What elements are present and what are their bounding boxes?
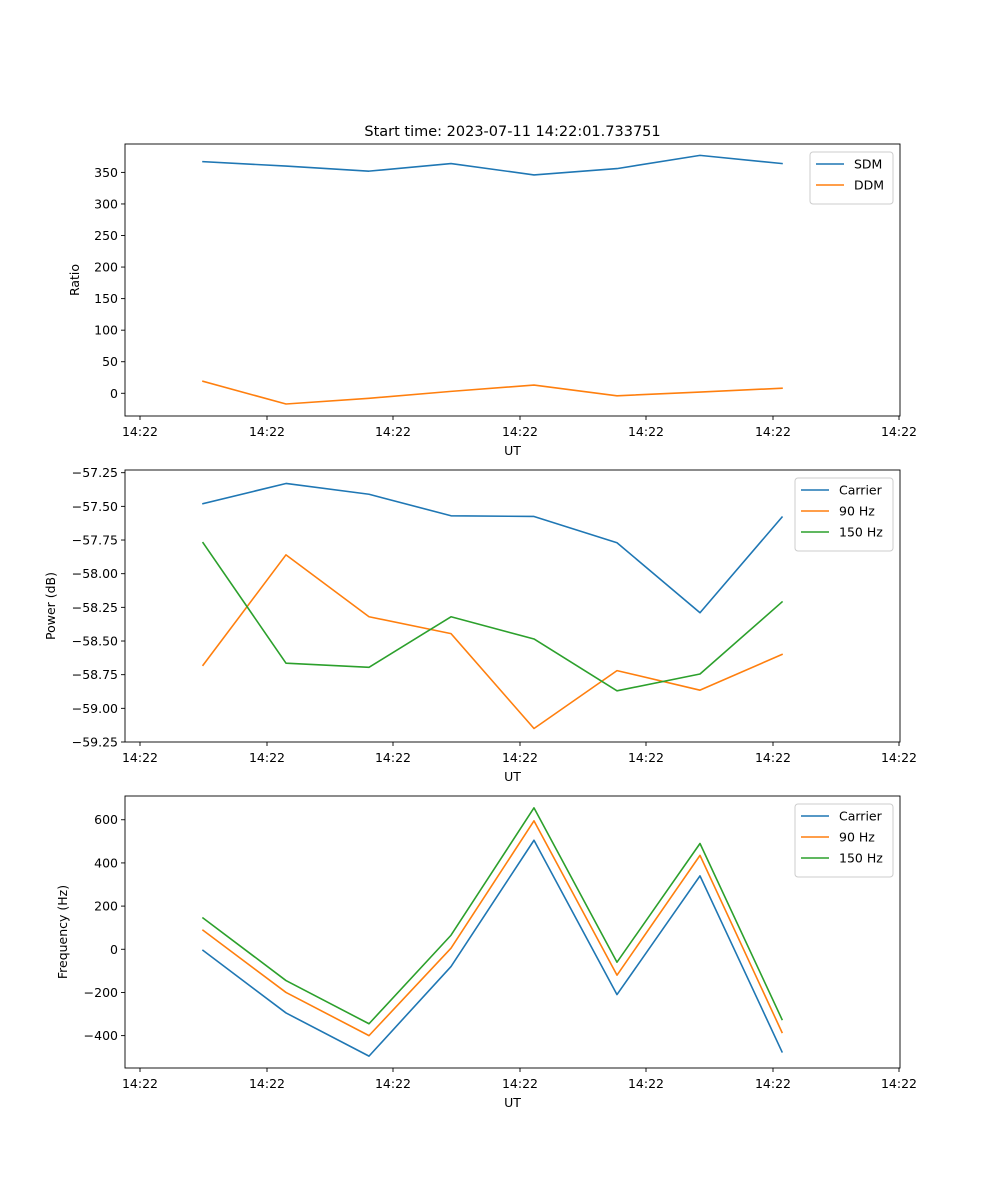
x-tick-label: 14:22 [375,750,411,765]
x-axis-label: UT [504,769,521,784]
axes-frame [124,795,901,1069]
legend-label-carrier: Carrier [839,809,883,824]
x-tick-label: 14:22 [881,750,917,765]
y-tick-label: 200 [94,899,118,914]
y-tick-label: −58.75 [72,667,118,682]
x-tick-label: 14:22 [249,1076,285,1091]
y-tick-label: 300 [94,196,118,211]
x-tick-label: 14:22 [881,1076,917,1091]
y-tick-label: 600 [94,812,118,827]
y-tick-label: 0 [110,386,118,401]
x-tick-label: 14:22 [628,424,664,439]
legend-label-ddm: DDM [854,178,884,193]
x-tick-label: 14:22 [628,750,664,765]
series-line-carrier [201,839,784,1057]
chart-panel-1: 0 50 100 150 200 250 300 350 14:22 14:22 14:22 14:2… [67,143,917,458]
x-tick-label: 14:22 [502,1076,538,1091]
y-tick-label: 150 [94,291,118,306]
x-tick-label: 14:22 [249,424,285,439]
y-tick-label: −58.25 [72,600,118,615]
x-tick-label: 14:22 [881,424,917,439]
legend-label-90-hz: 90 Hz [839,504,875,519]
y-tick-label: −200 [84,985,118,1000]
y-axis-label: Power (dB) [43,572,58,640]
y-tick-label: −400 [84,1028,118,1043]
y-tick-label: −57.50 [72,499,118,514]
chart-panel-3: −400 −200 0 200 400 600 14:22 14:22 14:22 14:22 14… [55,795,917,1110]
legend: SDM DDM [809,151,894,205]
x-tick-label: 14:22 [755,1076,791,1091]
series-line-150-hz [201,807,784,1025]
axes-frame [124,143,901,417]
y-tick-label: 200 [94,260,118,275]
legend-label-carrier: Carrier [839,483,883,498]
series-line-carrier [202,482,784,614]
y-tick-label: 0 [110,942,118,957]
x-tick-label: 14:22 [755,424,791,439]
y-tick-label: 250 [94,228,118,243]
series-line-ddm [202,380,783,405]
legend-label-150-hz: 150 Hz [839,851,883,866]
y-tick-label: 100 [94,323,118,338]
axes-frame [124,469,901,743]
y-tick-label: −57.25 [72,465,118,480]
figure-title: Start time: 2023-07-11 14:22:01.733751 [364,124,660,140]
y-tick-label: −57.75 [72,533,118,548]
series-line-90-hz [201,554,784,730]
y-tick-label: 50 [102,354,118,369]
x-axis-label: UT [504,1095,521,1110]
chart-panel-2: −59.25 −59.00 −58.75 −58.50 −58.25 −58.00 −57.… [43,465,917,784]
y-tick-label: 400 [94,855,118,870]
x-tick-label: 14:22 [122,424,158,439]
y-tick-label: −59.00 [72,701,118,716]
y-tick-label: −58.50 [72,634,118,649]
y-tick-label: −59.25 [72,735,118,750]
legend-label-90-hz: 90 Hz [839,830,875,845]
legend: Carrier 90 Hz 150 Hz [794,803,894,878]
x-tick-label: 14:22 [122,1076,158,1091]
legend: Carrier 90 Hz 150 Hz [794,477,894,552]
x-tick-label: 14:22 [755,750,791,765]
x-axis-label: UT [504,443,521,458]
x-tick-label: 14:22 [249,750,285,765]
x-tick-label: 14:22 [375,1076,411,1091]
y-axis-label: Ratio [67,264,82,296]
series-line-90-hz [201,820,784,1037]
legend-label-sdm: SDM [854,157,882,172]
series-line-sdm [202,154,783,176]
y-axis-label: Frequency (Hz) [55,885,70,979]
legend-box [809,151,894,205]
legend-label-150-hz: 150 Hz [839,525,883,540]
x-tick-label: 14:22 [122,750,158,765]
x-tick-label: 14:22 [502,750,538,765]
x-tick-label: 14:22 [628,1076,664,1091]
series-line-150-hz [201,541,784,692]
y-tick-label: 350 [94,165,118,180]
x-tick-label: 14:22 [375,424,411,439]
y-tick-label: −58.00 [72,566,118,581]
x-tick-label: 14:22 [502,424,538,439]
